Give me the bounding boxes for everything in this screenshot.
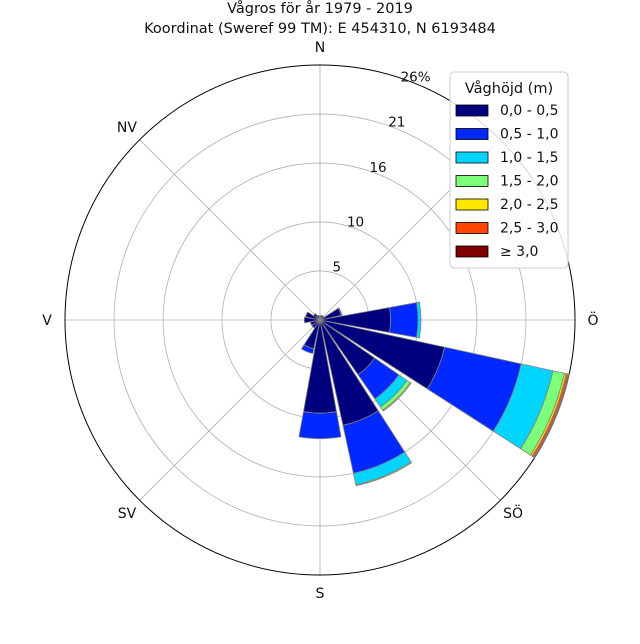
legend-label: ≥ 3,0 <box>500 244 538 260</box>
rose-bar-segment <box>305 311 321 321</box>
radial-tick-labels: 5 10 16 21 26% <box>332 69 430 275</box>
legend-swatch <box>455 245 489 258</box>
legend-label: 0,0 - 0,5 <box>500 103 558 119</box>
radial-tick-label: 5 <box>332 260 341 276</box>
rose-bar-segment <box>298 411 342 439</box>
rose-bar-segment <box>337 307 343 316</box>
legend-label: 2,0 - 2,5 <box>500 197 558 213</box>
legend-swatch <box>455 175 489 187</box>
legend-title: Våghöjd (m) <box>465 80 553 97</box>
direction-label: NV <box>117 120 137 136</box>
rose-bars <box>298 301 570 487</box>
radial-tick-label: 10 <box>347 214 364 230</box>
polar-grid <box>64 64 576 576</box>
rose-bar-segment <box>533 373 570 459</box>
legend-box <box>449 71 569 269</box>
legend-swatch <box>455 151 489 164</box>
grid-spoke <box>139 139 321 321</box>
legend-swatch <box>455 222 489 234</box>
rose-bar-segment <box>389 302 419 338</box>
legend-items: 0,0 - 0,5 0,5 - 1,0 1,0 - 1,5 1,5 - 2,0 2,0 … <box>455 103 558 260</box>
rose-bar-segment <box>316 314 321 321</box>
radial-tick-label: 21 <box>388 115 405 131</box>
legend-swatch <box>455 198 489 211</box>
grid-spoke <box>139 319 321 501</box>
chart-subtitle: Koordinat (Sweref 99 TM): E 454310, N 61… <box>144 21 496 37</box>
legend-swatch <box>455 128 489 140</box>
legend-label: 2,5 - 3,0 <box>500 221 558 237</box>
rose-bar-segment <box>416 301 422 339</box>
legend-label: 0,5 - 1,0 <box>500 127 558 143</box>
chart-title: Vågros för år 1979 - 2019 <box>227 0 413 17</box>
direction-labels: N NV V SV S SÖ Ö <box>42 40 598 602</box>
legend-label: 1,0 - 1,5 <box>500 150 558 166</box>
rose-bar-segment <box>303 316 321 324</box>
radial-tick-label: 26% <box>401 69 431 85</box>
direction-label: S <box>316 586 325 602</box>
direction-label: SV <box>118 506 137 522</box>
outer-ring <box>64 64 576 576</box>
legend-swatch <box>455 104 489 117</box>
direction-label: V <box>42 313 52 329</box>
rose-bar-segment <box>382 382 412 412</box>
direction-label: Ö <box>587 311 598 329</box>
rose-bar-segment <box>355 461 413 487</box>
rose-bar-segment <box>300 344 315 355</box>
radial-tick-label: 16 <box>369 160 386 176</box>
legend-label: 1,5 - 2,0 <box>500 174 558 190</box>
rose-bar-segment <box>313 313 321 321</box>
direction-label: N <box>315 40 325 56</box>
direction-label: SÖ <box>503 504 523 522</box>
legend: Våghöjd (m) 0,0 - 0,5 0,5 - 1,0 1,0 - 1,5 1… <box>449 71 569 269</box>
